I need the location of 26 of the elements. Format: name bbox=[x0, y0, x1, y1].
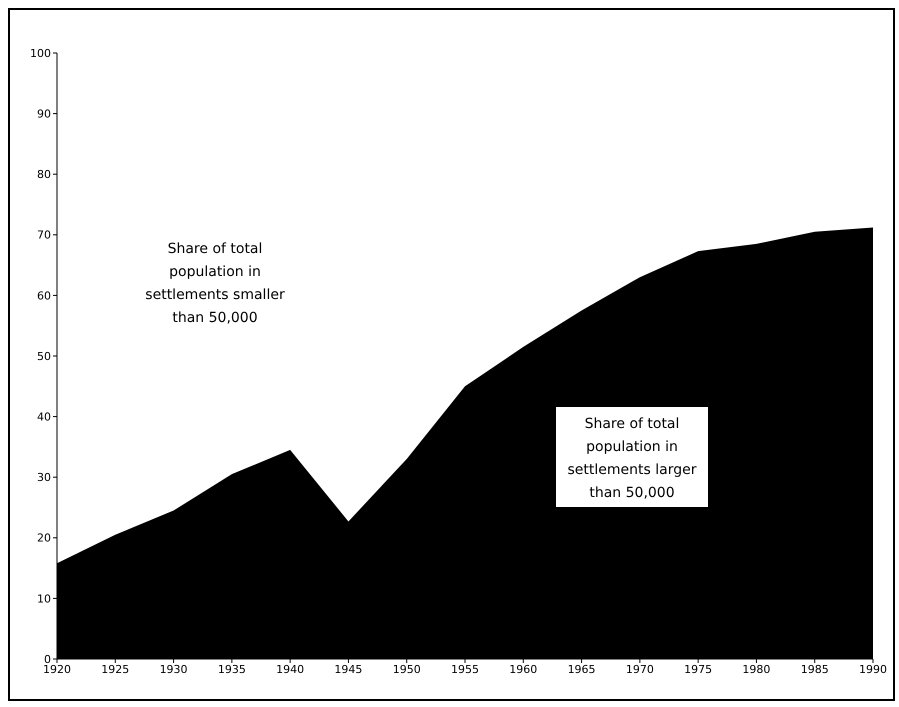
x-tick-label: 1970 bbox=[626, 662, 654, 676]
x-tick-label: 1935 bbox=[218, 662, 246, 676]
y-tick-label: 10 bbox=[37, 592, 51, 606]
x-tick-label: 1990 bbox=[859, 662, 887, 676]
y-tick-label: 20 bbox=[37, 532, 51, 545]
x-tick-label: 1960 bbox=[509, 662, 538, 676]
x-tick-label: 1975 bbox=[684, 662, 712, 676]
x-tick-label: 1980 bbox=[742, 662, 770, 676]
y-tick-label: 70 bbox=[37, 228, 51, 242]
x-tick-label: 1925 bbox=[101, 662, 130, 676]
y-tick-label: 40 bbox=[37, 410, 51, 424]
y-tick-label: 30 bbox=[37, 471, 51, 484]
y-tick-label: 100 bbox=[30, 46, 51, 60]
x-tick-label: 1985 bbox=[800, 662, 829, 676]
x-tick-label: 1965 bbox=[568, 662, 596, 676]
x-tick-label: 1940 bbox=[276, 662, 304, 676]
y-tick-label: 50 bbox=[37, 350, 51, 363]
annotation: Share of total population in settlements smaller than 50,000 bbox=[145, 241, 285, 326]
y-tick-label: 60 bbox=[37, 289, 51, 302]
y-tick-label: 90 bbox=[37, 108, 51, 121]
x-tick-label: 1955 bbox=[451, 662, 479, 676]
x-tick-label: 1945 bbox=[334, 662, 362, 676]
x-tick-label: 1950 bbox=[392, 662, 421, 676]
y-tick-label: 80 bbox=[37, 168, 51, 182]
annotation: Share of total population in settlements larger than 50,000 bbox=[568, 416, 697, 501]
x-tick-label: 1930 bbox=[160, 662, 188, 676]
